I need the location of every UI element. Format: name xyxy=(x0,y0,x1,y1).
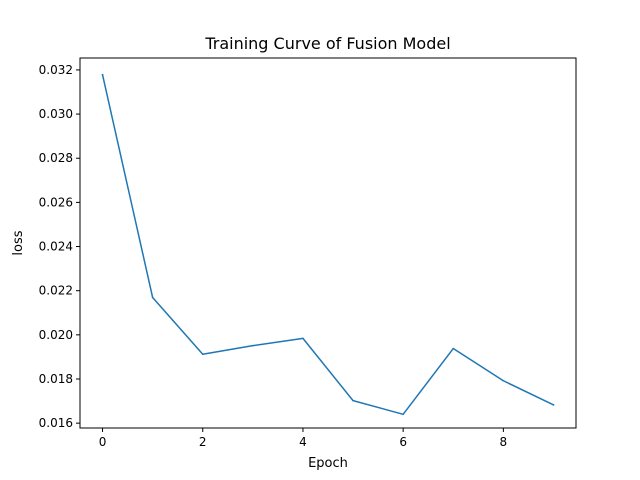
loss-series-line xyxy=(101,73,555,416)
data-point xyxy=(402,413,404,416)
data-point xyxy=(151,296,154,299)
data-point xyxy=(101,73,104,76)
y-tick-label: 0.028 xyxy=(39,151,73,165)
x-tick-label: 2 xyxy=(199,435,207,449)
data-point xyxy=(452,347,455,350)
x-tick-label: 4 xyxy=(299,435,307,449)
plot-area xyxy=(101,73,555,416)
x-tick-label: 6 xyxy=(399,435,407,449)
y-tick-label: 0.022 xyxy=(39,284,73,298)
y-tick-label: 0.024 xyxy=(39,240,73,254)
y-tick-label: 0.020 xyxy=(39,328,73,342)
plot-frame xyxy=(79,57,577,429)
x-tick-label: 0 xyxy=(99,435,107,449)
x-tick-label: 8 xyxy=(500,435,508,449)
data-point xyxy=(252,344,254,347)
chart-title: Training Curve of Fusion Model xyxy=(204,34,450,53)
data-point xyxy=(502,379,505,382)
y-tick-label: 0.018 xyxy=(39,372,73,386)
y-tick-label: 0.030 xyxy=(39,107,73,121)
x-axis-label: Epoch xyxy=(308,456,348,471)
data-point xyxy=(352,399,354,402)
data-point xyxy=(552,404,555,406)
y-tick-label: 0.016 xyxy=(39,416,73,430)
y-tick-label: 0.026 xyxy=(39,195,73,209)
y-axis-label: loss xyxy=(11,230,26,255)
data-point xyxy=(302,337,304,340)
data-point xyxy=(201,353,204,356)
x-axis: 0 2 4 6 8 xyxy=(99,428,507,449)
y-axis: 0.016 0.018 0.020 0.022 0.024 0.026 0.028 0.030… xyxy=(39,63,80,430)
y-tick-label: 0.032 xyxy=(39,63,73,77)
